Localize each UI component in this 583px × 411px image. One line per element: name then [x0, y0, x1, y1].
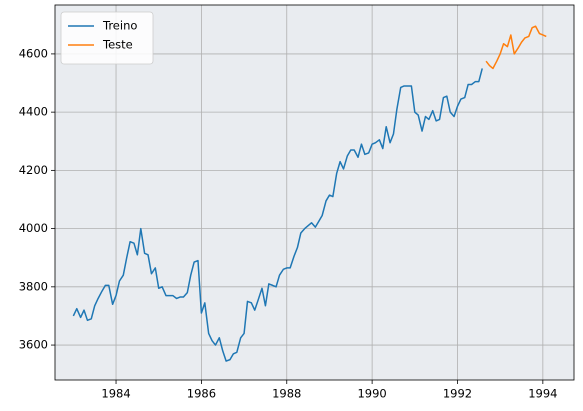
y-tick-label: 4400: [19, 105, 48, 119]
plot-area: [55, 5, 574, 380]
x-tick-label: 1986: [187, 387, 216, 401]
x-tick-label: 1984: [101, 387, 130, 401]
line: [72, 68, 483, 362]
y-tick-label: 3800: [19, 279, 48, 293]
x-tick-label: 1990: [357, 387, 386, 401]
legend-label: Treino: [102, 19, 137, 33]
x-tick-label: 1988: [272, 387, 301, 401]
y-tick-label: 4200: [19, 163, 48, 177]
legend-box: [60, 11, 154, 65]
legend-label: Teste: [102, 38, 133, 52]
line: [485, 25, 547, 70]
x-tick-label: 1994: [528, 387, 557, 401]
y-tick-label: 4000: [19, 221, 48, 235]
y-tick-label: 4600: [19, 46, 48, 60]
y-tick-label: 3600: [19, 338, 48, 352]
x-tick-label: 1992: [443, 387, 472, 401]
plot-frame: [54, 4, 575, 381]
